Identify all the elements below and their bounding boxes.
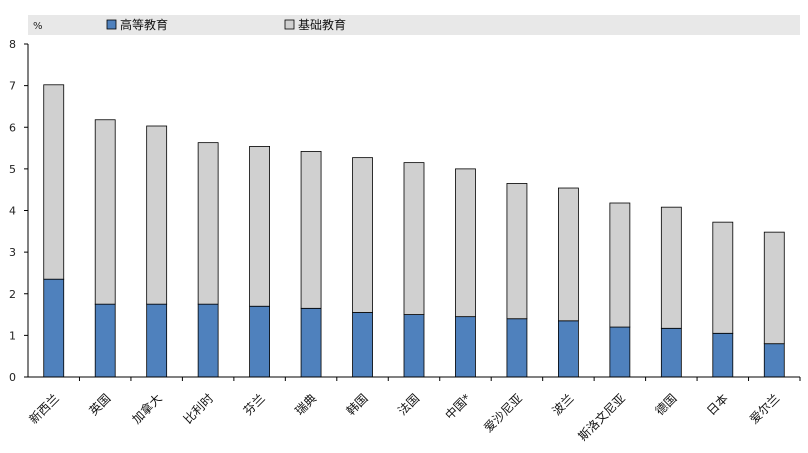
bar-tertiary-12 [660,327,682,378]
bar-basic-10 [558,187,579,322]
legend-label-basic: 基础教育 [298,17,346,32]
bar-basic-9 [506,183,528,320]
bar-tertiary-2 [146,303,168,378]
x-category-label: 爱尔兰 [746,391,782,427]
x-category-label: 爱沙尼亚 [481,391,525,435]
x-category-label: 韩国 [343,391,371,419]
y-tick-label: 6 [9,121,16,134]
bar-tertiary-8 [455,316,476,378]
x-category-label: 日本 [704,391,731,418]
bar-basic-4 [249,145,271,307]
bar-tertiary-0 [43,278,65,378]
bar-tertiary-10 [558,320,579,378]
legend-swatch-tertiary [106,19,117,30]
bar-basic-3 [197,142,219,305]
bar-tertiary-11 [609,326,631,378]
bar-basic-12 [660,206,682,329]
y-tick-label: 1 [9,329,16,342]
x-category-label: 瑞典 [292,391,319,418]
bar-tertiary-4 [249,305,271,378]
bars [43,84,785,378]
y-tick-label: 8 [9,38,16,51]
bar-tertiary-7 [403,314,425,378]
legend-item-tertiary: 高等教育 [106,17,168,32]
y-tick-label: 0 [9,371,16,384]
bar-basic-13 [712,221,734,334]
x-category-label: 中国* [442,391,474,423]
bar-basic-1 [94,119,116,305]
x-category-label: 法国 [395,391,422,418]
bar-tertiary-1 [94,303,116,378]
x-category-label: 德国 [652,391,680,419]
bar-basic-0 [43,84,65,280]
legend-label-tertiary: 高等教育 [120,17,168,32]
legend-swatch-basic [284,19,295,30]
y-tick-label: 7 [9,80,16,93]
y-tick-label: 5 [9,163,16,176]
unit-label: % [33,21,43,32]
bar-basic-14 [763,231,785,345]
legend-item-basic: 基础教育 [284,17,346,32]
x-category-label: 波兰 [550,391,577,418]
bar-tertiary-3 [197,303,219,378]
bar-basic-6 [352,157,373,313]
x-axis: 新西兰 英国 加拿大 比利时 芬兰 瑞典 韩国 法国 中国* 爱沙尼亚 波兰 斯洛文尼亚 德国 日本 爱尔兰 [26,376,801,444]
legend: 高等教育 基础教育 [106,17,346,32]
y-tick-label: 2 [9,288,16,301]
bar-tertiary-6 [352,312,373,378]
x-category-label: 芬兰 [241,391,268,418]
bar-basic-5 [300,150,322,309]
x-category-label: 比利时 [181,391,216,426]
bar-tertiary-14 [763,343,785,378]
x-category-label: 加拿大 [129,391,165,427]
bar-basic-2 [146,125,168,305]
y-tick-label: 3 [9,246,16,259]
x-category-label: 英国 [86,391,113,418]
bar-tertiary-5 [300,307,322,378]
bar-tertiary-9 [506,318,528,378]
bar-basic-11 [609,202,631,328]
bar-basic-8 [455,168,476,318]
x-category-label: 斯洛文尼亚 [575,391,628,444]
y-axis: 0 1 2 3 4 5 6 7 8 [9,38,29,384]
y-tick-label: 4 [9,205,16,218]
bar-tertiary-13 [712,332,734,378]
bar-basic-7 [403,162,425,315]
x-category-label: 新西兰 [26,391,62,427]
header-band [28,15,800,35]
